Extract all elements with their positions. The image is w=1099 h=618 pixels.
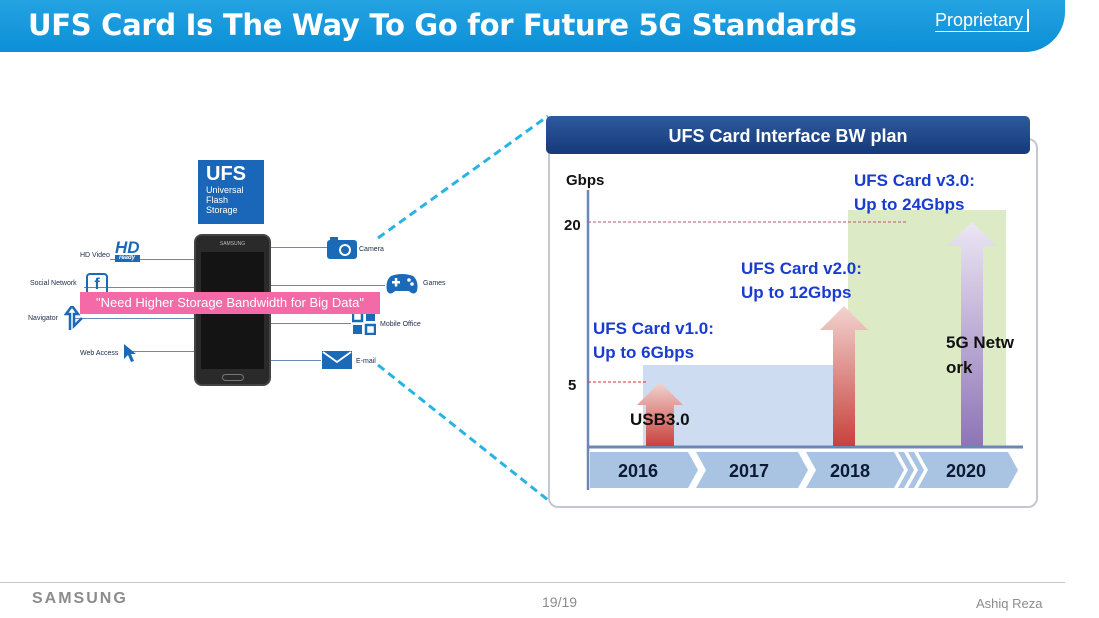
- connector-line: [124, 351, 196, 352]
- connector-line: [84, 287, 196, 288]
- v1-line2: Up to 6Gbps: [593, 343, 694, 362]
- year-2018: 2018: [830, 461, 870, 481]
- feature-social-network-label: Social Network: [30, 280, 77, 287]
- ufs-logo-line1: Universal: [206, 185, 244, 195]
- arrow-v1: [637, 382, 683, 446]
- v2-line2: Up to 12Gbps: [741, 283, 852, 302]
- connector-line: [74, 318, 196, 319]
- phone-brand: SAMSUNG: [219, 241, 246, 247]
- chevron-2017: [696, 452, 808, 488]
- ufs-logo: UFS Universal Flash Storage: [198, 160, 264, 224]
- region-v1: [643, 365, 833, 447]
- connector-line: [269, 360, 321, 361]
- ready-icon-text: ready: [115, 255, 140, 262]
- network-label-1: 5G Netw: [946, 333, 1015, 352]
- slide-title: UFS Card Is The Way To Go for Future 5G …: [28, 8, 857, 42]
- footer-divider: [0, 582, 1065, 583]
- feature-navigator-label: Navigator: [28, 315, 58, 322]
- camera-icon: [327, 237, 357, 259]
- cursor-icon: [124, 344, 136, 362]
- connector-line: [269, 285, 385, 286]
- email-icon: [322, 351, 352, 369]
- v3-line1: UFS Card v3.0:: [854, 171, 975, 190]
- v3-line2: Up to 24Gbps: [854, 195, 965, 214]
- chevron-2020: [918, 452, 1018, 488]
- feature-camera-label: Camera: [359, 246, 384, 253]
- hd-ready-icon: HD ready: [115, 239, 140, 262]
- arrow-v2: [820, 306, 868, 446]
- bw-plan-chart: Gbps 20 5 UFS Card v1.0: Up to 6Gbps UFS…: [564, 171, 1023, 490]
- network-label-2: ork: [946, 358, 973, 377]
- title-bar: [0, 0, 1065, 52]
- ufs-logo-line2: Flash: [206, 195, 229, 205]
- bandwidth-banner: "Need Higher Storage Bandwidth for Big D…: [80, 292, 380, 314]
- connector-line: [110, 259, 196, 260]
- year-2020: 2020: [946, 461, 986, 481]
- v2-line1: UFS Card v2.0:: [741, 259, 862, 278]
- footer-brand: SAMSUNG: [32, 590, 128, 607]
- navigator-arrow-icon: [64, 306, 83, 330]
- phone-home-button: [222, 374, 244, 381]
- gamepad-icon: [386, 274, 418, 294]
- feature-web-access-label: Web Access: [80, 350, 119, 357]
- feature-email-label: E-mail: [356, 358, 376, 365]
- footer-author: Ashiq Reza: [976, 596, 1043, 611]
- callout-line-top: [377, 114, 549, 240]
- chevron-gap-2: [908, 452, 924, 488]
- feature-games-label: Games: [423, 280, 446, 287]
- connector-line: [269, 247, 327, 248]
- chevron-2018: [806, 452, 904, 488]
- chevron-gap-1: [898, 452, 914, 488]
- page-number: 19/19: [542, 594, 578, 610]
- ufs-logo-title: UFS: [206, 163, 246, 185]
- year-2017: 2017: [729, 461, 769, 481]
- year-2016: 2016: [618, 461, 658, 481]
- hd-icon-text: HD: [115, 238, 140, 257]
- v1-line1: UFS Card v1.0:: [593, 319, 714, 338]
- usb-label: USB3.0: [630, 410, 690, 429]
- ufs-logo-line3: Storage: [206, 205, 238, 215]
- panel-title: UFS Card Interface BW plan: [546, 116, 1030, 154]
- arrow-v3: [948, 222, 996, 446]
- y-tick-20: 20: [564, 217, 581, 234]
- callout-line-bottom: [377, 363, 549, 502]
- feature-hd-video-label: HD Video: [80, 252, 110, 259]
- proprietary-label: Proprietary: [935, 9, 1030, 32]
- connector-line: [269, 323, 351, 324]
- feature-mobile-office-label: Mobile Office: [380, 321, 421, 328]
- y-axis-label: Gbps: [566, 172, 604, 189]
- chevron-2016: [590, 452, 698, 488]
- y-tick-5: 5: [568, 377, 576, 394]
